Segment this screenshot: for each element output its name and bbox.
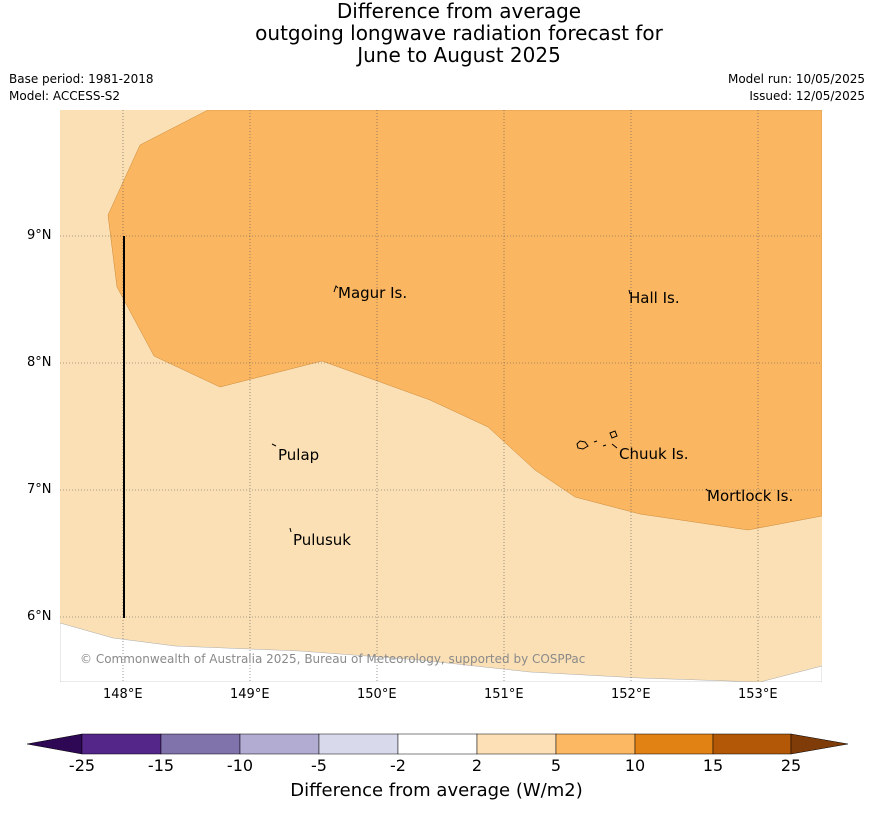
label-hall: Hall Is. [629, 289, 680, 307]
lon-tick-150: 150°E [357, 687, 397, 702]
label-pulusuk: Pulusuk [293, 531, 351, 549]
lon-tick-149: 149°E [230, 687, 270, 702]
label-chuuk: Chuuk Is. [619, 445, 688, 463]
title-line-3: June to August 2025 [357, 43, 561, 67]
colorbar [26, 733, 849, 755]
colorbar-label: -25 [68, 756, 96, 775]
lat-tick-6: 6°N [27, 609, 52, 624]
chart-title: Difference from average outgoing longwav… [0, 0, 873, 66]
meta-right: Model run: 10/05/2025 Issued: 12/05/2025 [728, 71, 865, 105]
colorbar-bin-9 [712, 733, 792, 755]
colorbar-bin-3 [239, 733, 320, 755]
colorbar-label: 25 [780, 756, 802, 775]
lon-tick-151: 151°E [484, 687, 524, 702]
colorbar-title: Difference from average (W/m2) [290, 780, 583, 801]
magur-island-shape [333, 285, 339, 293]
lon-tick-152: 152°E [611, 687, 651, 702]
lat-tick-9: 9°N [27, 228, 52, 243]
colorbar-extend-high [790, 733, 849, 755]
meta-left: Base period: 1981-2018 Model: ACCESS-S2 [9, 71, 154, 105]
lat-tick-7: 7°N [27, 482, 52, 497]
lat-tick-8: 8°N [27, 355, 52, 370]
model-name: Model: ACCESS-S2 [9, 89, 121, 103]
colorbar-label: 5 [550, 756, 562, 775]
chuuk-island-shape-2 [593, 440, 598, 443]
base-period: Base period: 1981-2018 [9, 72, 154, 86]
chuuk-island-shape-5 [611, 443, 618, 449]
colorbar-bin-2 [160, 733, 241, 755]
colorbar-bin-7 [555, 733, 636, 755]
model-run: Model run: 10/05/2025 [727, 72, 865, 86]
hall-island-shape [628, 289, 631, 295]
colorbar-bin-5 [397, 733, 478, 755]
islands [271, 285, 709, 533]
colorbar-label: 2 [471, 756, 483, 775]
chuuk-island-shape-3 [602, 444, 607, 447]
colorbar-label: -2 [390, 756, 406, 775]
title-line-2: outgoing longwave radiation forecast for [255, 21, 663, 45]
colorbar-label: 10 [624, 756, 646, 775]
colorbar-label: 15 [702, 756, 724, 775]
copyright-notice: © Commonwealth of Australia 2025, Bureau… [80, 652, 586, 666]
lon-tick-153: 153°E [738, 687, 778, 702]
anomaly-5-to-10-region [107, 110, 822, 531]
label-pulap: Pulap [278, 446, 319, 464]
chuuk-island-shape-4 [609, 430, 618, 439]
colorbar-bin-4 [318, 733, 399, 755]
label-magur: Magur Is. [338, 284, 407, 302]
issued-date: Issued: 12/05/2025 [749, 89, 865, 103]
colorbar-label: -15 [147, 756, 175, 775]
pulap-island-shape [271, 443, 277, 447]
no-data-region [60, 622, 822, 682]
title-line-1: Difference from average [336, 0, 582, 23]
colorbar-label: -10 [226, 756, 254, 775]
colorbar-extend-low [26, 733, 83, 755]
colorbar-bin-6 [476, 733, 557, 755]
colorbar-label: -5 [311, 756, 327, 775]
mortlock-island-shape [705, 488, 709, 492]
lon-tick-148: 148°E [103, 687, 143, 702]
chuuk-island-shape-1 [576, 440, 589, 450]
label-mortlock: Mortlock Is. [707, 487, 793, 505]
colorbar-bin-8 [634, 733, 714, 755]
pulusuk-island-shape [289, 527, 292, 533]
colorbar-bin-1 [81, 733, 162, 755]
